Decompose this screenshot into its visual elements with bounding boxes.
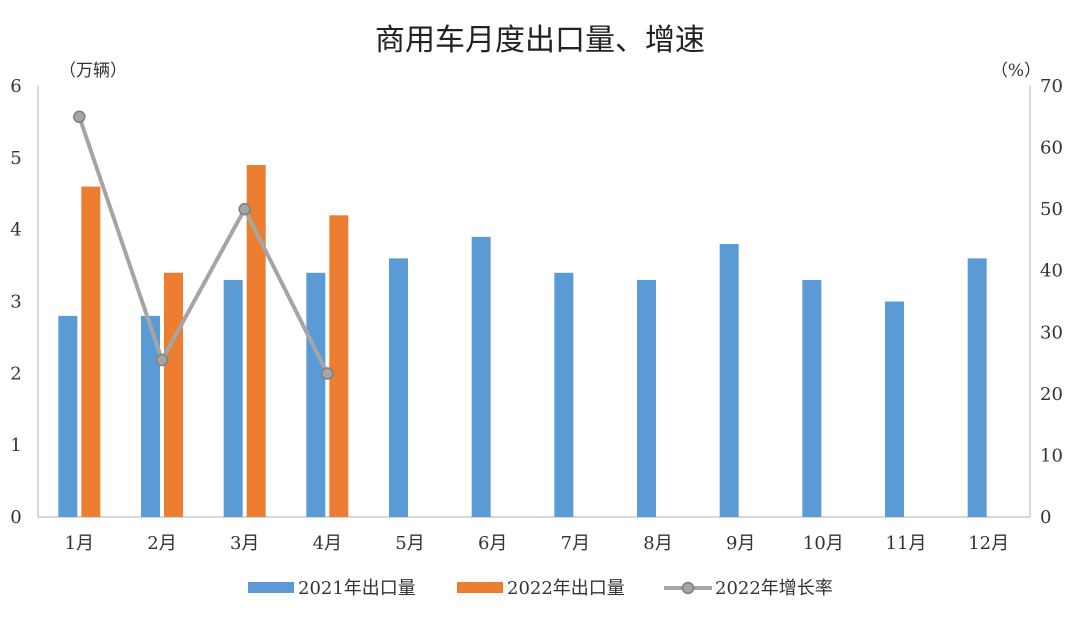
x-tick-label: 11月 [886,533,927,554]
right-tick-label: 50 [1040,199,1063,220]
bar-2021 [637,279,656,517]
growth-rate-point [238,202,251,216]
right-tick-label: 70 [1040,76,1063,97]
legend-label-growth: 2022年增长率 [715,578,833,599]
right-axis-unit: （%） [991,61,1041,81]
right-tick-labels: 0 10 20 30 40 50 60 70 [1040,76,1063,528]
bar-2021 [141,315,160,517]
x-tick-labels: 1月 2月 3月 4月 5月 6月 7月 8月 9月 10月 11月 12月 [65,533,1010,554]
x-tick-label: 7月 [561,533,590,554]
bar-2022 [246,165,266,517]
right-tick-label: 10 [1040,445,1063,466]
legend: 2021年出口量 2022年出口量 2022年增长率 [248,578,833,599]
bar-2021 [967,258,987,517]
bar-2021 [389,258,408,517]
x-tick-label: 4月 [313,533,342,554]
left-tick-labels: 0 1 2 3 4 5 6 [10,76,21,528]
x-tick-label: 12月 [968,533,1009,554]
right-tick-label: 60 [1040,138,1063,159]
bar-2021 [885,301,904,517]
x-tick-label: 1月 [65,533,94,554]
x-tick-label: 8月 [643,533,672,554]
x-tick-label: 5月 [395,533,424,554]
right-tick-label: 40 [1040,261,1063,282]
bar-series [58,165,987,518]
x-tick-label: 3月 [230,533,259,554]
left-tick-label: 5 [10,148,21,169]
left-tick-label: 4 [10,220,21,241]
left-axis-unit: （万辆） [59,61,127,81]
legend-label-2022: 2022年出口量 [507,578,625,599]
growth-rate-point [73,110,86,124]
bar-2021 [802,279,822,517]
bar-2021 [471,236,491,517]
chart-title: 商用车月度出口量、增速 [375,23,705,58]
x-tick-label: 2月 [147,533,176,554]
legend-label-2021: 2021年出口量 [298,578,416,599]
x-tick-label: 6月 [478,533,507,554]
bar-2022 [164,272,183,517]
growth-rate-line [77,116,330,375]
line-series [73,110,334,380]
x-tick-label: 9月 [726,533,755,554]
left-tick-label: 6 [10,76,21,97]
bar-2022 [329,215,349,518]
x-tick-label: 10月 [803,533,844,554]
bar-2021 [223,279,243,517]
bar-2021 [306,272,326,517]
right-tick-label: 30 [1040,322,1063,343]
legend-swatch-2021 [248,582,294,593]
right-tick-label: 20 [1040,384,1063,405]
left-tick-label: 2 [10,363,21,384]
growth-rate-point [155,353,169,367]
left-tick-label: 3 [10,292,21,313]
bar-2021 [554,272,574,517]
growth-rate-point [321,367,334,380]
left-tick-label: 1 [10,435,21,456]
right-tick-label: 0 [1040,507,1051,528]
bar-2022 [81,186,101,518]
legend-marker-growth [681,581,695,595]
left-tick-label: 0 [10,507,21,528]
bar-2021 [58,315,78,517]
bar-2021 [719,244,739,518]
legend-swatch-2022 [457,582,503,593]
